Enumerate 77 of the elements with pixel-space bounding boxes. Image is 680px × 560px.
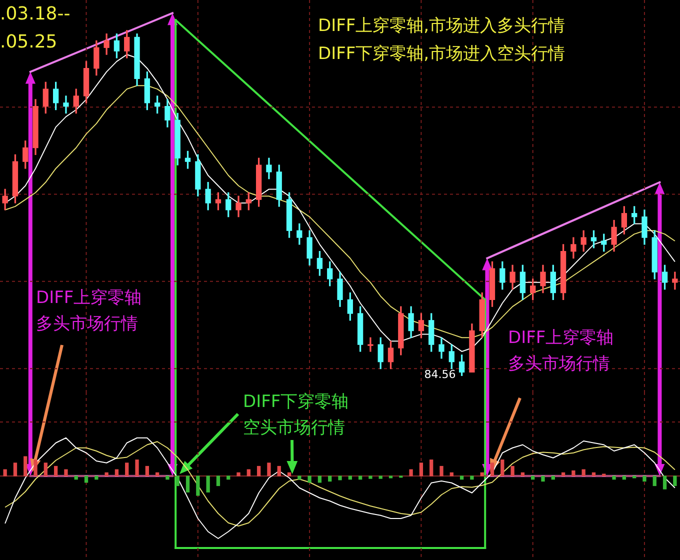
annotation: DIFF上穿零轴多头市场行情 — [508, 328, 614, 374]
bar — [490, 462, 494, 476]
bar — [561, 472, 566, 476]
bar — [196, 476, 200, 496]
bar — [338, 476, 342, 480]
bar — [308, 476, 312, 483]
bar — [541, 476, 545, 482]
bar — [318, 476, 322, 483]
bar — [328, 476, 332, 482]
bar — [531, 476, 535, 480]
bar — [642, 476, 646, 482]
bar — [44, 462, 48, 476]
bar — [510, 466, 514, 476]
bar — [145, 466, 149, 476]
bar — [84, 476, 88, 483]
bar — [460, 476, 464, 480]
bar — [378, 476, 382, 479]
bar — [24, 456, 28, 476]
bar — [64, 469, 68, 476]
bar — [246, 469, 250, 476]
annotation: .05.25 — [0, 32, 58, 53]
bar — [520, 472, 525, 476]
bar — [612, 476, 616, 480]
bar — [652, 476, 656, 486]
bar — [13, 462, 18, 476]
bar — [551, 476, 555, 480]
bar — [206, 476, 210, 492]
bar — [582, 469, 586, 476]
candlestick — [63, 96, 69, 114]
candlestick — [368, 337, 374, 352]
bar — [267, 462, 271, 476]
bar — [572, 470, 576, 476]
bar — [470, 476, 474, 480]
annotation: 84.56 — [424, 368, 456, 381]
bar — [440, 466, 444, 476]
bar — [673, 476, 677, 486]
bar — [348, 476, 352, 480]
bar — [409, 469, 413, 476]
bar — [632, 476, 636, 478]
bar — [166, 476, 170, 480]
bar — [34, 460, 38, 476]
bar — [155, 472, 160, 476]
bar — [3, 469, 7, 476]
annotation: DIFF上穿零轴多头市场行情 — [36, 288, 142, 334]
bar — [287, 472, 292, 476]
bar — [500, 460, 504, 476]
bar — [662, 476, 667, 490]
text: .03.18-- — [0, 4, 70, 25]
bar — [298, 476, 302, 480]
bar — [125, 462, 129, 476]
bar — [450, 472, 454, 476]
bar — [186, 476, 190, 492]
bar — [480, 472, 484, 476]
bar — [226, 476, 230, 480]
annotation: DIFF上穿零轴,市场进入多头行情 — [318, 16, 566, 36]
bar — [54, 466, 58, 476]
bar — [277, 466, 281, 476]
candlestick — [672, 272, 678, 290]
bar — [622, 476, 626, 480]
bar — [358, 476, 362, 480]
bar — [388, 476, 393, 478]
bar — [74, 476, 78, 480]
annotation: DIFF下穿零轴,市场进入空头行情 — [318, 44, 566, 64]
bar — [256, 466, 261, 476]
bar — [368, 476, 372, 479]
bar — [592, 472, 596, 476]
bar — [176, 476, 180, 486]
bar — [135, 460, 139, 476]
bar — [419, 462, 424, 476]
bar — [236, 472, 240, 476]
annotation: DIFF下穿零轴空头市场行情 — [243, 392, 349, 438]
bar — [602, 474, 606, 476]
bar — [104, 472, 108, 476]
bar — [216, 476, 220, 486]
bar — [430, 460, 434, 476]
bar — [94, 476, 98, 480]
bar — [114, 469, 119, 476]
